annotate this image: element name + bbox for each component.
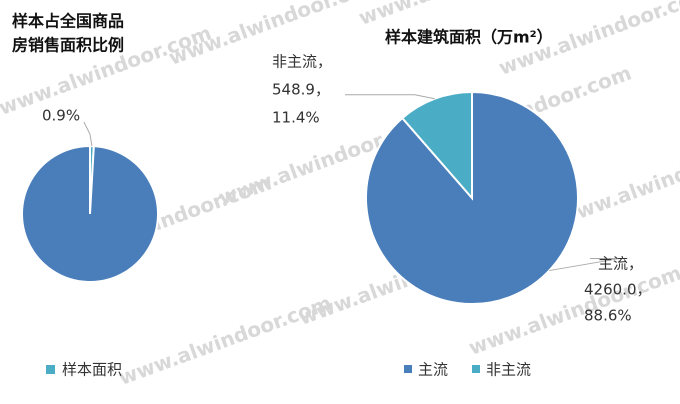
legend-swatch	[404, 365, 412, 373]
leader-line	[345, 94, 435, 100]
chart-title: 样本建筑面积（万m²）	[385, 28, 553, 47]
data-label: 0.9%	[42, 107, 80, 125]
leader-line	[549, 258, 620, 272]
leader-line	[83, 121, 93, 147]
chart-title: 房销售面积比例	[12, 36, 124, 55]
legend-swatch	[46, 365, 55, 374]
data-label: 88.6%	[584, 307, 632, 325]
legend-label: 非主流	[486, 361, 531, 379]
watermark: www.alwindoor.com	[355, 0, 574, 30]
data-label: 主流，	[598, 255, 643, 273]
data-label: 4260.0，	[584, 281, 652, 299]
data-label: 548.9，	[272, 81, 330, 99]
legend-swatch	[472, 365, 480, 373]
pie-slice	[400, 90, 473, 201]
data-label: 11.4%	[272, 109, 320, 127]
legend-label: 主流	[418, 361, 448, 379]
data-label: 非主流，	[272, 53, 332, 71]
legend-label: 样本面积	[62, 361, 122, 379]
pie-slice	[21, 144, 159, 283]
chart-title: 样本占全国商品	[12, 12, 124, 31]
